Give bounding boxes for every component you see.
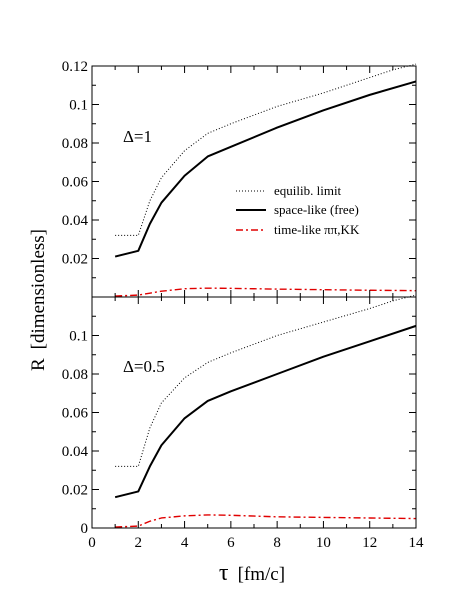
x-tick-label: 10: [316, 535, 331, 551]
y-tick-label-bottom: 0.1: [69, 329, 88, 345]
series-line-top-0: [115, 63, 417, 236]
x-tick-label: 14: [409, 535, 425, 551]
x-tick-label: 2: [135, 535, 143, 551]
series-line-bottom-1: [114, 324, 417, 499]
series-line-top-1: [114, 80, 417, 258]
y-tick-label-bottom: 0.08: [62, 367, 88, 383]
x-tick-label: 12: [362, 535, 377, 551]
series-layer: [114, 63, 417, 528]
y-axis-symbol: R: [28, 358, 49, 371]
panel-label-top: Δ=1: [123, 127, 152, 146]
y-axis-units: [dimensionless]: [28, 229, 49, 349]
y-tick-label-top: 0.06: [62, 175, 89, 191]
legend-label-equilib: equilib. limit: [274, 183, 342, 198]
legend-label-time-like: time-like ππ,KK: [274, 222, 360, 237]
x-tick-label: 6: [227, 535, 235, 551]
x-axis-units: [fm/c]: [238, 564, 285, 585]
y-tick-label-bottom: 0: [81, 521, 89, 537]
y-tick-label-top: 0.04: [62, 213, 89, 229]
panel-frame-top: [91, 65, 417, 298]
x-tick-label: 4: [181, 535, 189, 551]
series-line-bottom-2: [115, 514, 417, 528]
series-line-bottom-0: [115, 294, 417, 467]
y-tick-label-bottom: 0.06: [62, 406, 89, 422]
x-axis-symbol: τ: [219, 560, 229, 586]
axes-layer: 0.020.040.060.080.10.1200.020.040.060.08…: [62, 59, 424, 551]
y-tick-label-top: 0.02: [62, 252, 88, 268]
panel-label-bottom: Δ=0.5: [123, 357, 165, 376]
y-tick-label-top: 0.1: [69, 98, 88, 114]
x-tick-label: 0: [88, 535, 96, 551]
series-line-top-2: [115, 287, 417, 297]
legend-label-space-like: space-like (free): [274, 202, 359, 217]
x-axis-title: τ [fm/c]: [219, 560, 285, 586]
y-axis-title: R [dimensionless]: [28, 229, 49, 371]
y-tick-label-top: 0.12: [62, 59, 88, 75]
panel-frame-bottom: [91, 296, 417, 529]
y-tick-label-bottom: 0.04: [62, 444, 89, 460]
y-tick-label-top: 0.08: [62, 136, 88, 152]
x-tick-label: 8: [273, 535, 281, 551]
legend: equilib. limit space-like (free) time-li…: [236, 183, 360, 237]
y-tick-label-bottom: 0.02: [62, 483, 88, 499]
